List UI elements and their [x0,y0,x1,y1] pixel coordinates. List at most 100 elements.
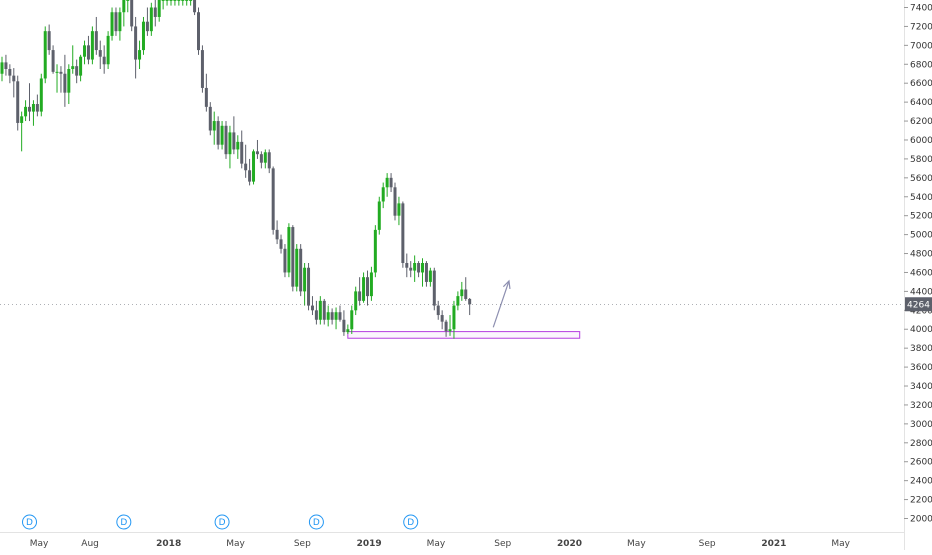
candle-body [452,305,456,330]
x-tick-label: Sep [294,539,311,549]
candle-body [212,121,216,131]
candle-body [413,263,417,271]
candle [12,68,16,98]
candle [165,0,169,6]
dividend-event-marker[interactable]: D [308,514,324,530]
candle-body [71,66,75,70]
candle-body [314,310,318,320]
candle-body [149,7,153,32]
candle-body [98,50,102,57]
candle-body [200,50,204,88]
dividend-event-marker[interactable]: D [214,514,230,530]
event-marker-label: D [407,518,414,528]
candle [204,73,208,112]
candle [397,196,401,226]
candle [413,255,417,282]
candle-body [362,277,366,301]
candle-body [130,0,134,27]
candle-body [373,229,377,273]
y-tick-label: 7200 [910,22,932,32]
candle [409,261,413,278]
candle-body [110,12,114,36]
candle-body [397,203,401,216]
candle-body [460,289,464,297]
candle [244,144,248,178]
dividend-event-marker[interactable]: D [403,514,419,530]
candle [122,0,126,27]
y-tick-label: 6200 [910,117,932,127]
candle [460,281,464,301]
candle-body [153,7,157,17]
y-tick-label: 5400 [910,193,932,203]
candle [67,64,71,105]
candle-body [468,298,472,305]
candle [94,16,98,55]
candle-body [204,87,208,107]
candle-body [346,329,350,333]
y-tick-label: 7400 [910,4,932,14]
candle [16,75,20,131]
candle [39,73,43,117]
candle [271,166,275,235]
candle-body [197,12,200,51]
candle [350,305,354,334]
candle-body [350,310,354,330]
candle-body [432,270,436,306]
candle [59,66,63,93]
candle-body [365,277,369,297]
candle-body [409,267,413,271]
candle-body [424,263,428,282]
x-tick-label: May [831,539,850,549]
x-tick-label: Sep [699,539,716,549]
candle [468,298,472,316]
dividend-event-marker[interactable]: D [22,514,38,530]
y-tick-label: 6000 [910,136,932,146]
candle [448,315,452,336]
arrow-shaft[interactable] [492,280,510,328]
support-zone-rectangle[interactable] [347,331,581,339]
candle-body [134,26,138,60]
candle [153,0,157,27]
candle [51,45,55,74]
candle [279,234,283,254]
candle [275,220,279,245]
candle [365,270,369,306]
candle-body [240,141,244,164]
y-tick-label: 3000 [910,420,932,430]
y-tick-label: 5600 [910,174,932,184]
candle [326,305,330,327]
candle-body [377,201,381,230]
candle-body [322,300,326,320]
candle-body [303,267,307,292]
candle [381,182,385,209]
candle [216,116,220,150]
candle-body [354,291,358,311]
candle-body [385,177,389,188]
y-tick-label: 4200 [910,306,932,316]
candle-body [47,31,51,51]
candle-body [244,163,248,171]
candle-body [59,71,63,74]
candle [145,7,149,36]
candle-body [248,170,252,182]
candle [20,111,24,152]
candle [334,307,338,330]
dividend-event-marker[interactable]: D [116,514,132,530]
candle [193,0,197,16]
candle [169,0,173,6]
y-tick-label: 4400 [910,287,932,297]
candle-body [220,125,224,145]
candle [83,40,87,65]
candle [303,263,307,306]
candle-body [318,300,322,320]
candle-body [122,0,126,13]
candle-body [295,248,299,287]
candle-body [8,69,12,76]
event-marker-label: D [120,518,127,528]
candle [181,0,185,6]
y-tick-label: 3600 [910,363,932,373]
candle [393,182,397,221]
candle-body [177,0,181,1]
